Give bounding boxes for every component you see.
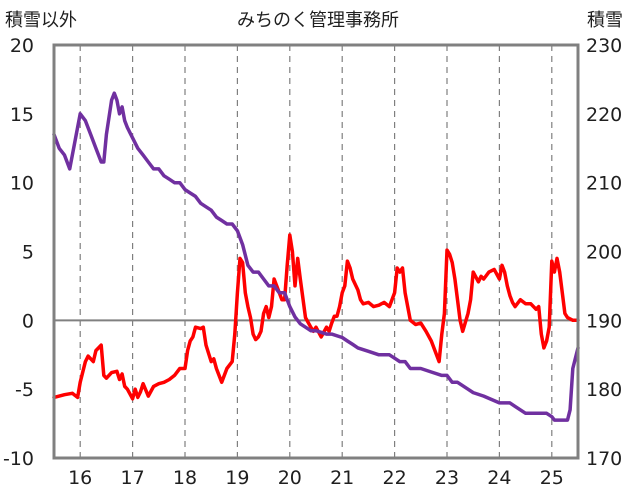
right-tick-label: 230 xyxy=(586,35,622,57)
right-tick-label: 200 xyxy=(586,242,622,264)
right-tick-label: 170 xyxy=(586,448,622,470)
tick-labels: 20 15 10 5 0 -5 -10 230 220 210 200 190 180 170 16 17 18… xyxy=(3,35,622,489)
x-tick-label: 23 xyxy=(435,467,459,489)
left-tick-label: -5 xyxy=(15,379,34,401)
left-tick-label: 10 xyxy=(10,173,34,195)
right-tick-label: 220 xyxy=(586,104,622,126)
left-tick-label: 0 xyxy=(22,310,34,332)
series-line-2 xyxy=(52,91,580,422)
x-tick-label: 22 xyxy=(383,467,407,489)
x-tick-label: 20 xyxy=(278,467,302,489)
right-tick-label: 180 xyxy=(586,379,622,401)
series-line-1 xyxy=(52,233,580,401)
right-tick-label: 210 xyxy=(586,173,622,195)
x-tick-label: 19 xyxy=(225,467,249,489)
plot-frame xyxy=(52,43,580,460)
right-axis-label: 積雪 xyxy=(587,10,623,31)
grid xyxy=(54,45,578,458)
left-tick-label: -10 xyxy=(3,448,34,470)
x-tick-label: 21 xyxy=(330,467,354,489)
left-axis-label: 積雪以外 xyxy=(5,10,77,31)
left-tick-label: 5 xyxy=(22,242,34,264)
right-tick-label: 190 xyxy=(586,310,622,332)
x-tick-label: 16 xyxy=(68,467,92,489)
left-tick-label: 20 xyxy=(10,35,34,57)
x-tick-label: 18 xyxy=(173,467,197,489)
series-group xyxy=(52,91,580,422)
x-tick-label: 17 xyxy=(121,467,145,489)
left-tick-label: 15 xyxy=(10,104,34,126)
x-tick-label: 24 xyxy=(487,467,511,489)
chart-title: みちのく管理事務所 xyxy=(237,10,399,31)
x-tick-label: 25 xyxy=(540,467,564,489)
